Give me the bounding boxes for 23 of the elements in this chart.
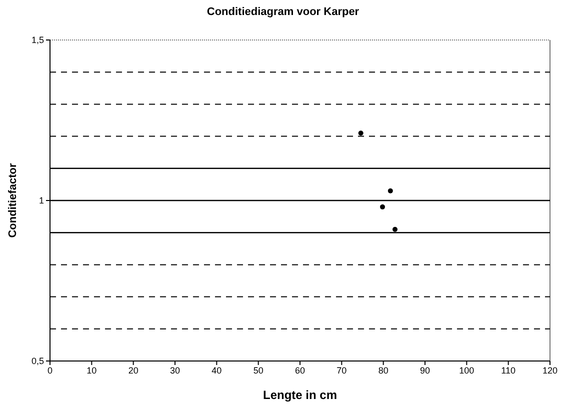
x-tick-label: 120 — [542, 365, 558, 376]
x-tick-label: 0 — [47, 365, 53, 376]
x-tick-label: 110 — [501, 365, 516, 376]
x-tick-label: 90 — [420, 365, 430, 376]
x-tick-label: 70 — [336, 365, 347, 376]
x-tick-label: 50 — [253, 365, 264, 376]
x-axis-title: Lengte in cm — [262, 388, 338, 402]
x-tick-label: 30 — [170, 365, 180, 376]
x-tick-label: 40 — [212, 365, 222, 376]
x-tick-label: 60 — [294, 365, 306, 376]
y-tick-label: 1,5 — [31, 35, 44, 46]
point — [358, 130, 364, 136]
x-tick-label: 80 — [378, 365, 388, 376]
x-tick-label: 20 — [128, 365, 138, 376]
y-tick-label: 0,5 — [31, 356, 44, 366]
chart-title: Conditiediagram voor Karper — [206, 5, 360, 20]
y-tick-label: 1 — [38, 196, 44, 206]
y-axis-title: Conditiefactor — [6, 162, 19, 238]
point — [392, 226, 398, 232]
x-tick-label: 10 — [86, 365, 97, 376]
x-tick-label: 100 — [459, 365, 474, 376]
point — [388, 188, 393, 194]
point — [380, 204, 385, 210]
